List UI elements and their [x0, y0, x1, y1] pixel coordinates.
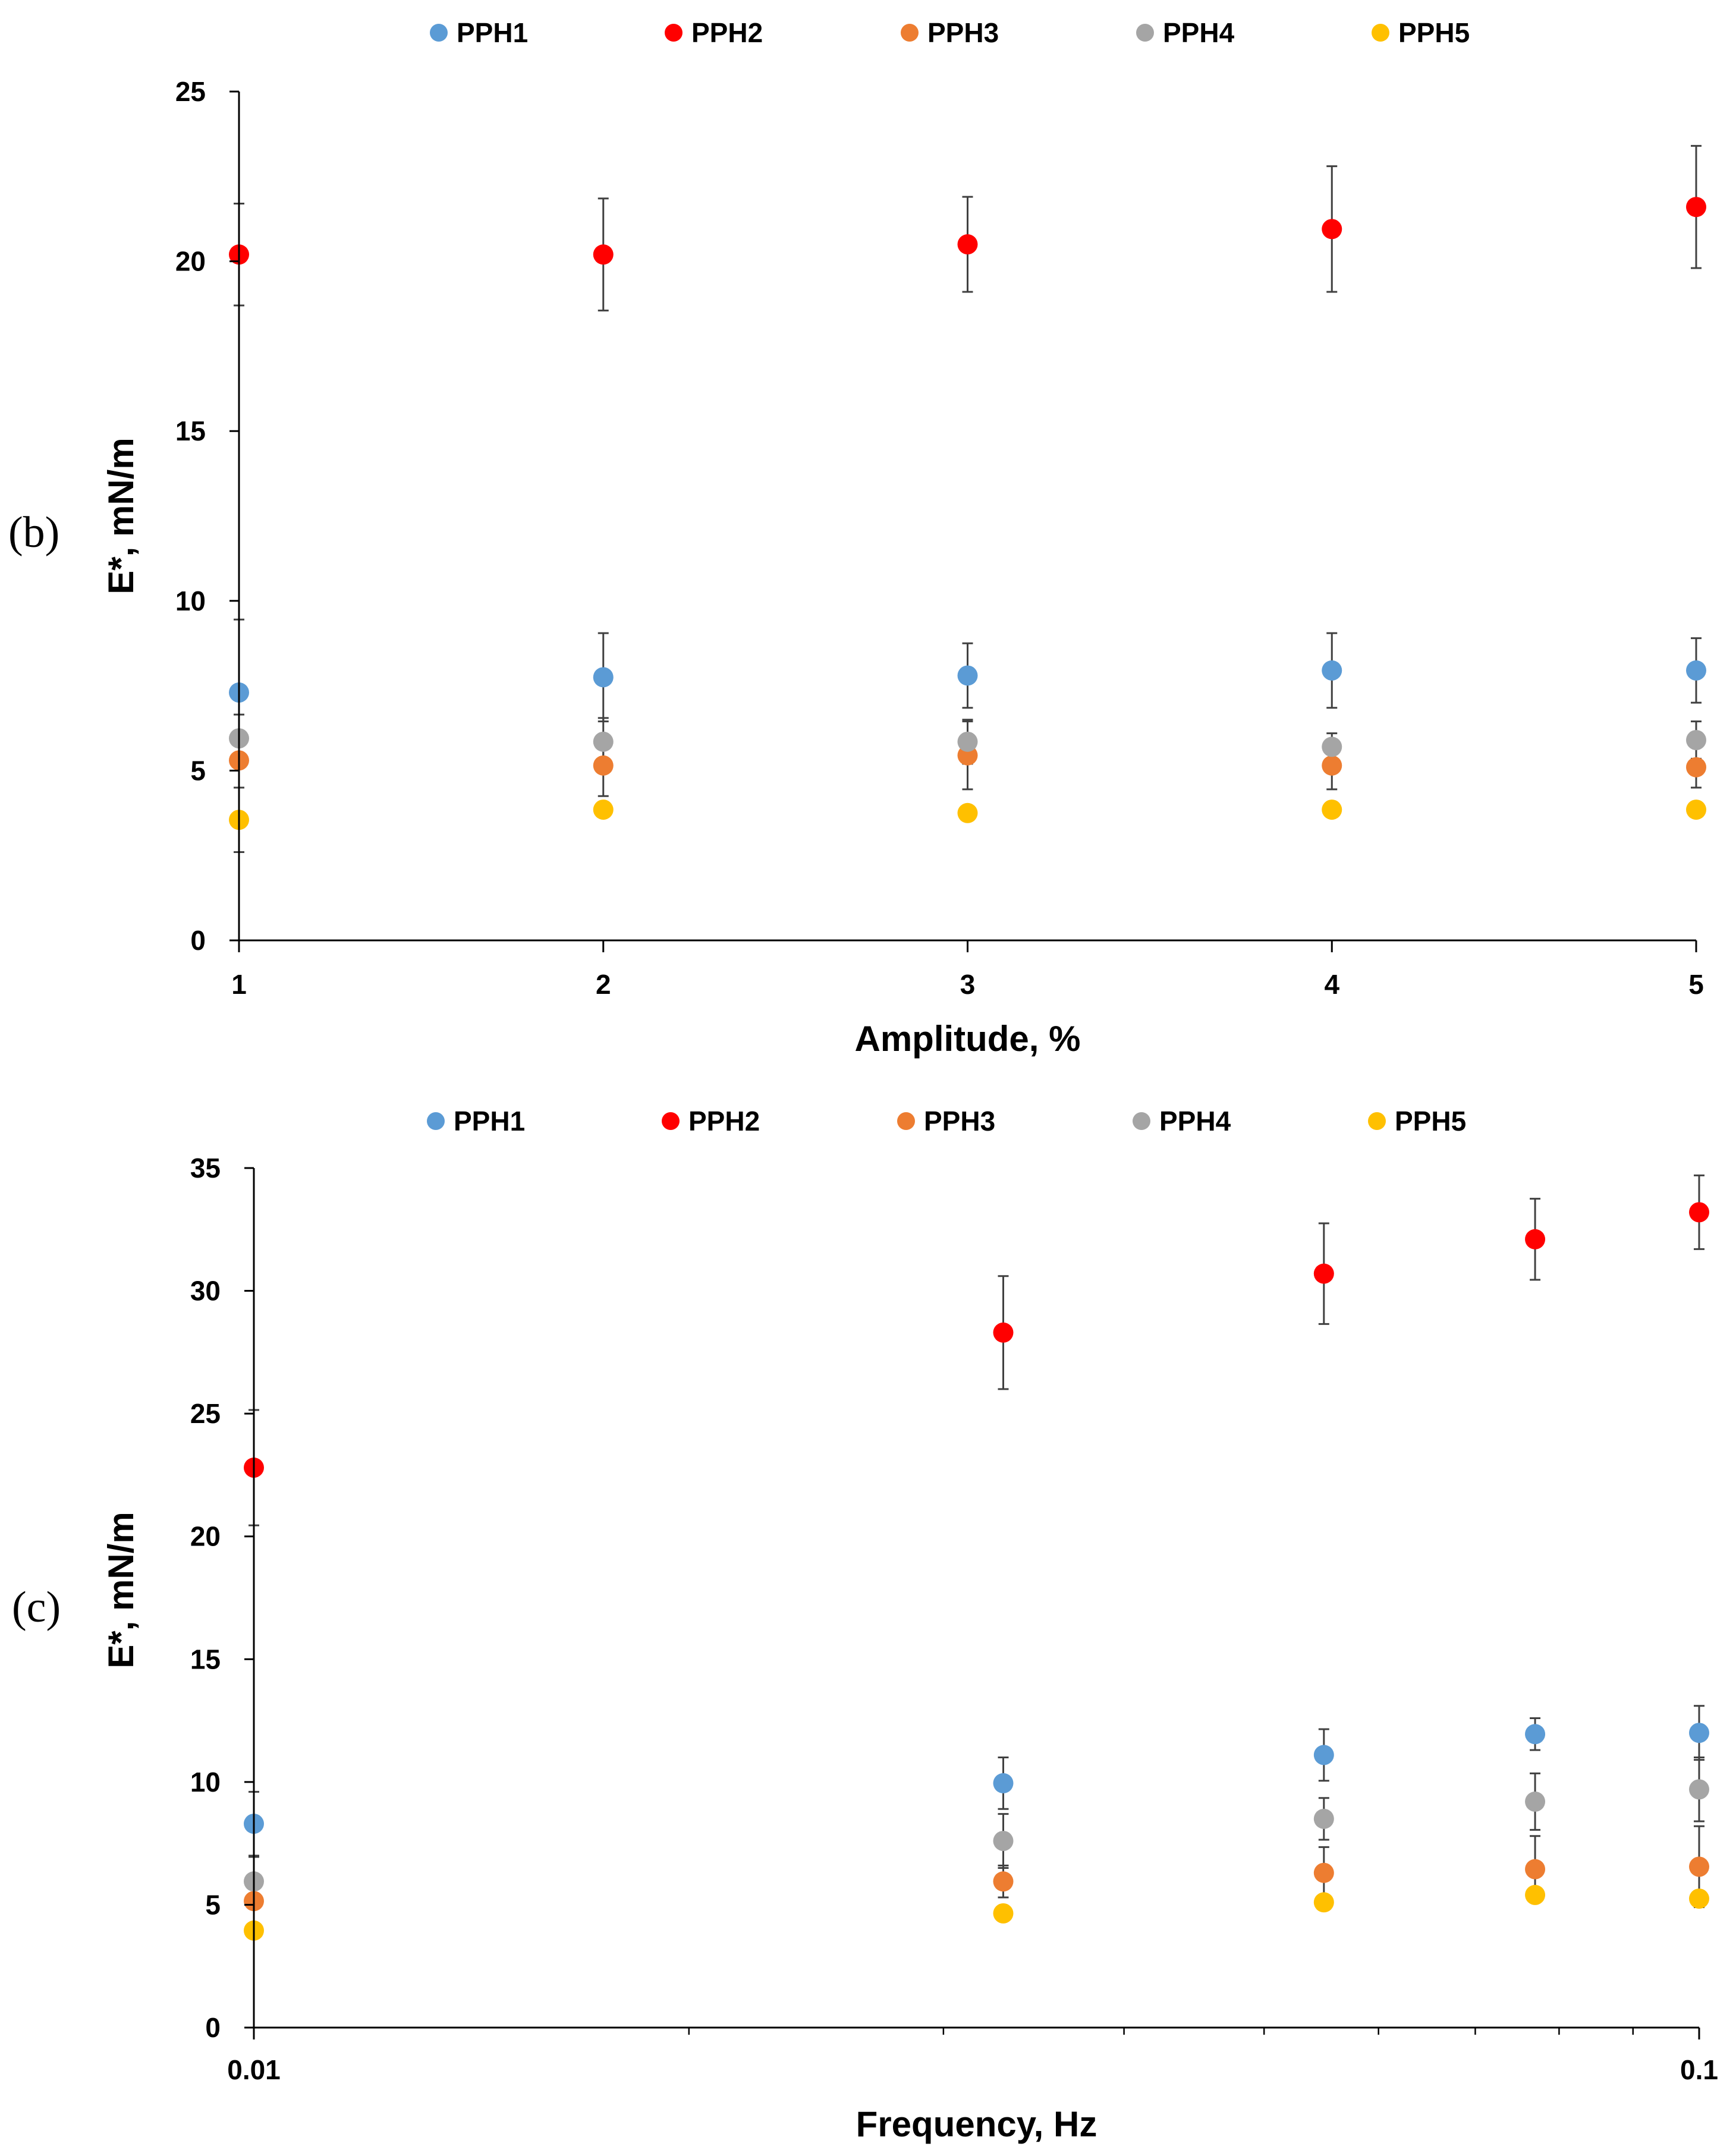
- y-axis-title-c: E*, mN/m: [101, 1512, 141, 1668]
- panel-b-chart: PPH1 PPH2 PPH3 PPH4 PPH5 0 5 10 15 20 25 1 2 3 4 5 Amp…: [8, 17, 1706, 1059]
- y-tick-label-c: 0: [205, 2012, 221, 2043]
- y-tick-label-b: 25: [175, 76, 206, 107]
- legend-b: PPH1 PPH2 PPH3 PPH4 PPH5: [430, 17, 1470, 48]
- x-tick-label-b: 5: [1688, 969, 1704, 1000]
- legend-label-pph1: PPH1: [454, 1106, 525, 1137]
- legend-marker-pph3: [901, 24, 919, 42]
- data-point-pph4: [1313, 1808, 1334, 1829]
- data-point-pph5: [1686, 799, 1706, 820]
- y-tick-label-c: 35: [190, 1153, 221, 1183]
- data-point-pph5: [1322, 799, 1342, 820]
- data-point-pph2: [957, 234, 978, 255]
- data-point-pph5: [1525, 1884, 1546, 1905]
- x-tick-label-c: 0.01: [227, 2054, 281, 2085]
- legend-label-pph3: PPH3: [927, 17, 999, 48]
- error-bars-c: [249, 1174, 1704, 1924]
- data-point-pph4: [1525, 1791, 1546, 1812]
- data-point-pph1: [1322, 660, 1342, 681]
- legend-label-pph1: PPH1: [457, 17, 528, 48]
- data-point-pph2: [593, 244, 614, 265]
- y-tick-label-c: 25: [190, 1398, 221, 1429]
- data-point-pph2: [1313, 1263, 1334, 1284]
- y-tick-label-b: 0: [190, 925, 206, 956]
- x-tick-label-b: 3: [960, 969, 976, 1000]
- y-tick-label-c: 5: [205, 1889, 221, 1920]
- data-points-b: [229, 197, 1706, 830]
- data-point-pph5: [957, 802, 978, 823]
- legend-marker-pph3: [897, 1112, 915, 1130]
- legend-marker-pph5: [1368, 1112, 1386, 1130]
- data-point-pph3: [1689, 1856, 1709, 1877]
- panel-label-b: (b): [8, 508, 59, 557]
- legend-label-pph2: PPH2: [691, 17, 763, 48]
- data-point-pph3: [1525, 1859, 1546, 1880]
- data-point-pph3: [1686, 757, 1706, 778]
- data-point-pph2: [1686, 197, 1706, 218]
- legend-marker-pph5: [1372, 24, 1389, 42]
- data-point-pph3: [993, 1871, 1014, 1892]
- data-point-pph5: [1689, 1888, 1709, 1909]
- legend-label-pph5: PPH5: [1395, 1106, 1466, 1137]
- data-point-pph3: [593, 755, 614, 776]
- y-tick-label-b: 10: [175, 586, 206, 616]
- data-point-pph2: [1322, 219, 1342, 240]
- data-point-pph1: [957, 665, 978, 686]
- legend-c: PPH1 PPH2 PPH3 PPH4 PPH5: [427, 1106, 1466, 1137]
- data-point-pph5: [1313, 1892, 1334, 1913]
- y-tick-label-b: 20: [175, 246, 206, 277]
- panel-label-c: (c): [12, 1583, 61, 1632]
- data-point-pph4: [593, 731, 614, 752]
- data-point-pph1: [1686, 660, 1706, 681]
- x-tick-label-b: 1: [231, 969, 247, 1000]
- y-tick-label-c: 15: [190, 1644, 221, 1674]
- data-point-pph4: [993, 1831, 1014, 1852]
- data-point-pph1: [1313, 1745, 1334, 1765]
- y-tick-label-b: 15: [175, 416, 206, 446]
- y-tick-label-c: 20: [190, 1521, 221, 1552]
- data-point-pph4: [1686, 729, 1706, 750]
- legend-marker-pph1: [430, 24, 448, 42]
- data-point-pph3: [1322, 755, 1342, 776]
- data-point-pph1: [1689, 1723, 1709, 1743]
- data-point-pph2: [1689, 1202, 1709, 1223]
- legend-label-pph2: PPH2: [688, 1106, 760, 1137]
- data-point-pph1: [593, 667, 614, 688]
- y-tick-label-c: 10: [190, 1767, 221, 1798]
- legend-marker-pph4: [1136, 24, 1154, 42]
- data-point-pph1: [993, 1773, 1014, 1793]
- axes-c: 0 5 10 15 20 25 30 35 0.01 0.1: [190, 1153, 1718, 2085]
- legend-label-pph5: PPH5: [1398, 17, 1470, 48]
- data-point-pph2: [1525, 1229, 1546, 1249]
- y-tick-label-c: 30: [190, 1276, 221, 1307]
- data-point-pph3: [1313, 1862, 1334, 1883]
- data-point-pph2: [993, 1322, 1014, 1343]
- legend-label-pph4: PPH4: [1159, 1106, 1231, 1137]
- y-axis-title-b: E*, mN/m: [101, 437, 141, 594]
- legend-label-pph4: PPH4: [1163, 17, 1235, 48]
- x-axis-title-b: Amplitude, %: [854, 1019, 1080, 1059]
- axes-b: 0 5 10 15 20 25 1 2 3 4 5: [175, 76, 1704, 1000]
- data-point-pph5: [993, 1903, 1014, 1924]
- x-tick-label-c: 0.1: [1680, 2054, 1718, 2085]
- data-point-pph5: [593, 799, 614, 820]
- data-point-pph4: [957, 731, 978, 752]
- x-tick-label-b: 4: [1324, 969, 1339, 1000]
- legend-marker-pph1: [427, 1112, 445, 1130]
- data-points-c: [244, 1202, 1709, 1941]
- legend-label-pph3: PPH3: [924, 1106, 995, 1137]
- y-tick-label-b: 5: [190, 755, 206, 786]
- data-point-pph1: [1525, 1724, 1546, 1745]
- legend-marker-pph2: [662, 1112, 680, 1130]
- data-point-pph4: [1322, 736, 1342, 757]
- data-point-pph4: [1689, 1779, 1709, 1800]
- x-tick-label-b: 2: [596, 969, 611, 1000]
- legend-marker-pph4: [1133, 1112, 1150, 1130]
- x-axis-title-c: Frequency, Hz: [856, 2104, 1097, 2144]
- legend-marker-pph2: [665, 24, 683, 42]
